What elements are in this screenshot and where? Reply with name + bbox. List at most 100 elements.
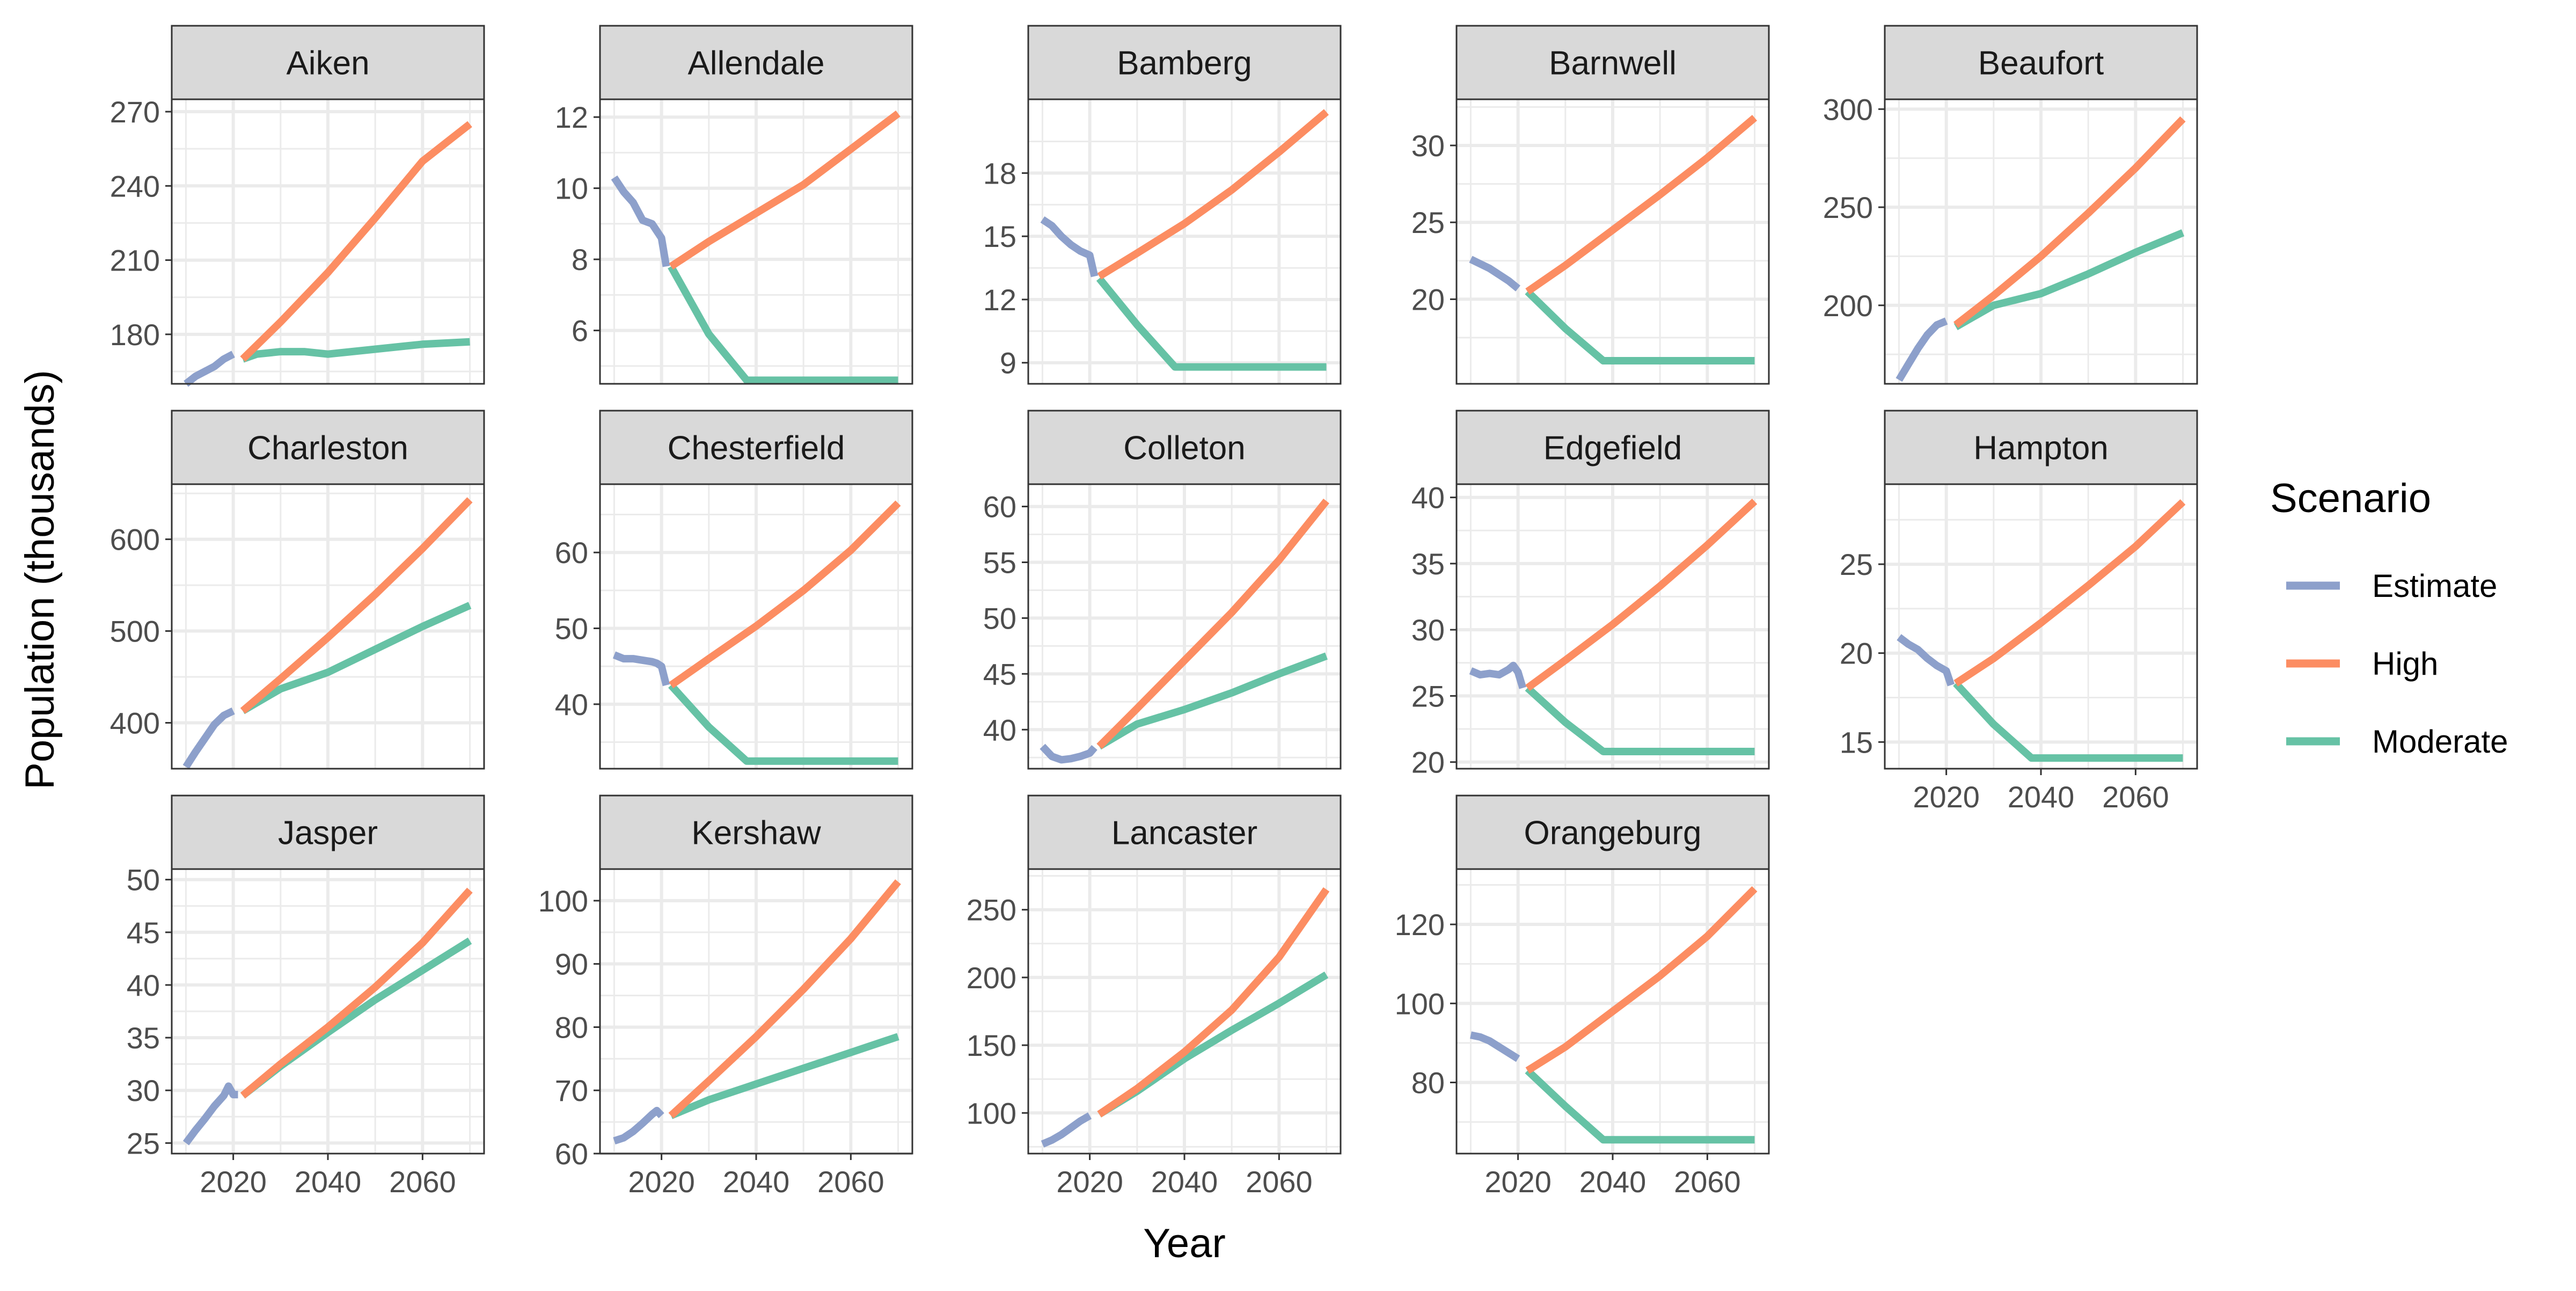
facet-strip — [1455, 794, 1770, 870]
y-tick-label: 90 — [555, 947, 588, 981]
legend-label-estimate: Estimate — [2372, 568, 2497, 604]
series-line-moderate — [1525, 685, 1755, 755]
facet-strip — [599, 794, 913, 870]
series-line-estimate — [182, 707, 235, 769]
x-tick-label: 2060 — [1674, 1165, 1741, 1199]
series-line-high — [1097, 887, 1330, 1118]
panel-border — [599, 483, 913, 770]
y-tick-label: 200 — [967, 961, 1016, 995]
x-axis-title: Year — [1143, 1221, 1226, 1266]
panel-bamberg: Bamberg 9 12 15 18 — [983, 25, 1342, 385]
y-tick-label: 45 — [127, 916, 160, 950]
panel-barnwell: Barnwell 20 25 30 — [1411, 25, 1770, 385]
y-tick-label: 55 — [983, 545, 1016, 579]
panel-border — [1027, 483, 1342, 770]
series-line-moderate — [669, 1033, 899, 1119]
x-tick-label: 2060 — [389, 1165, 456, 1199]
legend-item-estimate: Estimate — [2286, 568, 2497, 604]
facet-strip — [1027, 794, 1342, 870]
y-tick-label: 60 — [555, 1137, 588, 1171]
y-tick-label: 30 — [1411, 613, 1445, 647]
series-line-estimate — [1040, 743, 1097, 764]
series-line-estimate — [1896, 317, 1948, 382]
y-tick-label: 240 — [110, 169, 160, 203]
panel-border — [1027, 98, 1342, 385]
facet-title: Beaufort — [1978, 45, 2104, 82]
y-tick-label: 180 — [110, 318, 160, 352]
series-line-high — [1525, 498, 1758, 691]
y-tick-label: 80 — [555, 1010, 588, 1044]
series-line-estimate — [611, 175, 670, 267]
facet-title: Kershaw — [691, 815, 821, 852]
y-tick-label: 50 — [555, 612, 588, 646]
panel-charleston: Charleston 400 500 600 — [110, 410, 485, 770]
facet-strip — [171, 410, 485, 485]
series-line-high — [1953, 499, 2186, 687]
y-tick-label: 40 — [127, 968, 160, 1002]
y-tick-label: 100 — [538, 884, 588, 918]
y-tick-label: 50 — [983, 601, 1016, 635]
series-line-estimate — [184, 351, 235, 387]
panel-kershaw: Kershaw 60 70 80 90 100 2020 2040 2060 — [538, 794, 913, 1199]
panel-lancaster: Lancaster 100 150 200 250 2020 2040 2060 — [967, 794, 1342, 1199]
facet-title: Aiken — [286, 45, 369, 82]
panel-edgefield: Edgefield 20 25 30 35 40 — [1411, 410, 1770, 779]
series-line-high — [240, 887, 473, 1099]
y-axis-title: Population (thousands) — [17, 370, 63, 790]
panel-beaufort: Beaufort 200 250 300 — [1823, 25, 2198, 385]
series-line-estimate — [613, 1106, 664, 1145]
panel-hampton: Hampton 15 20 25 2020 2040 2060 — [1840, 410, 2198, 814]
x-tick-label: 2060 — [1246, 1165, 1313, 1199]
y-tick-label: 60 — [983, 490, 1016, 524]
panel-border — [1455, 483, 1770, 770]
panel-border — [1884, 98, 2198, 385]
panel-jasper: Jasper 25 30 35 40 45 50 2020 2040 2060 — [127, 794, 485, 1199]
facet-strip — [1884, 25, 2198, 100]
facet-title: Hampton — [1973, 430, 2109, 467]
y-tick-label: 12 — [983, 283, 1016, 317]
y-tick-label: 250 — [967, 893, 1016, 927]
facet-strip — [1455, 25, 1770, 100]
legend-item-high: High — [2286, 646, 2438, 682]
x-tick-label: 2040 — [295, 1165, 362, 1199]
y-tick-label: 35 — [127, 1021, 160, 1055]
x-tick-label: 2060 — [2102, 780, 2169, 814]
series-line-moderate — [1953, 681, 2183, 762]
facet-title: Chesterfield — [668, 430, 845, 467]
series-line-high — [669, 500, 901, 689]
series-line-estimate — [1897, 634, 1955, 687]
x-tick-label: 2020 — [1484, 1165, 1552, 1199]
panel-chesterfield: Chesterfield 40 50 60 — [555, 410, 913, 770]
series-line-estimate — [1041, 1112, 1092, 1148]
y-tick-label: 70 — [555, 1074, 588, 1107]
y-tick-label: 60 — [555, 536, 588, 570]
y-tick-label: 210 — [110, 244, 160, 278]
series-line-high — [1525, 886, 1758, 1074]
facet-strip — [599, 25, 913, 100]
panel-border — [171, 483, 485, 770]
x-tick-label: 2040 — [1151, 1165, 1218, 1199]
series-line-high — [1953, 116, 2186, 328]
y-tick-label: 20 — [1411, 746, 1445, 779]
facet-title: Jasper — [278, 815, 378, 852]
x-tick-label: 2060 — [817, 1165, 884, 1199]
panels-layer: Aiken 180 210 240 270 Allendale 6 8 10 12 Bamberg 9… — [110, 25, 2198, 1199]
facet-title: Barnwell — [1549, 45, 1677, 82]
series-line-high — [669, 110, 901, 270]
y-tick-label: 400 — [110, 706, 160, 740]
x-tick-label: 2040 — [2008, 780, 2075, 814]
y-tick-label: 40 — [1411, 481, 1445, 515]
y-tick-label: 600 — [110, 523, 160, 557]
series-line-estimate — [1469, 661, 1527, 689]
y-tick-label: 25 — [1840, 548, 1873, 581]
facet-title: Edgefield — [1543, 430, 1682, 467]
legend: Scenario Estimate High Moderate — [2270, 476, 2508, 760]
series-line-moderate — [1525, 289, 1755, 364]
legend-item-moderate: Moderate — [2286, 724, 2508, 760]
y-tick-label: 300 — [1823, 92, 1873, 126]
facet-strip — [1455, 410, 1770, 485]
series-line-moderate — [668, 682, 898, 765]
y-tick-label: 40 — [983, 713, 1016, 747]
y-tick-label: 15 — [1840, 725, 1873, 759]
